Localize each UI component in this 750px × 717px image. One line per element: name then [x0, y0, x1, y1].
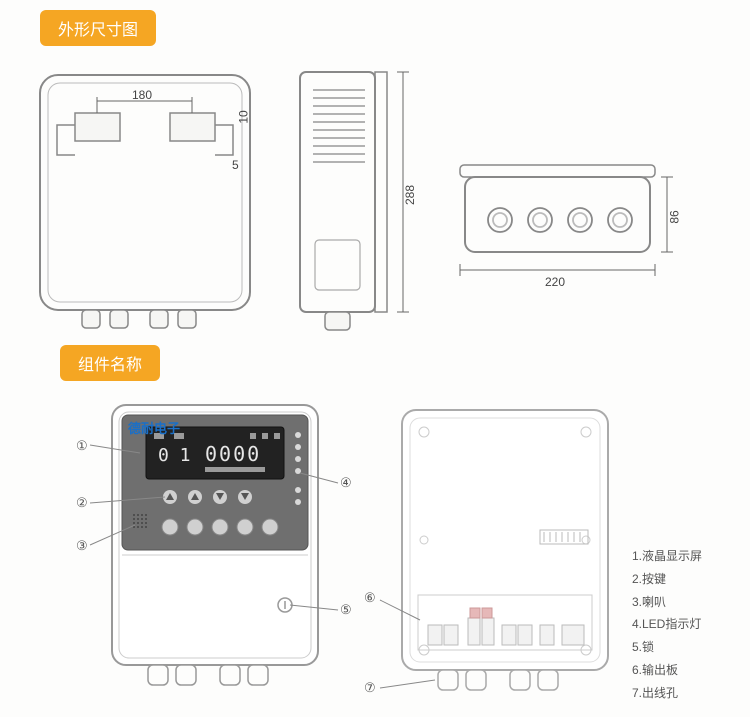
- section-header-components: 组件名称: [60, 345, 160, 381]
- legend-item-5: 5.锁: [632, 636, 702, 659]
- dim-5: 5: [232, 158, 239, 172]
- dim-288: 288: [403, 185, 417, 205]
- callout-1: ①: [76, 438, 88, 454]
- callout-3: ③: [76, 538, 88, 554]
- callout-lines-left: [70, 395, 360, 695]
- dim-10: 10: [237, 110, 251, 123]
- bottom-view-drawing: [445, 145, 690, 295]
- legend-item-7: 7.出线孔: [632, 682, 702, 705]
- callout-6: ⑥: [364, 590, 376, 606]
- legend-item-6: 6.输出板: [632, 659, 702, 682]
- legend-list: 1.液晶显示屏 2.按键 3.喇叭 4.LED指示灯 5.锁 6.输出板 7.出…: [632, 545, 702, 705]
- legend-item-2: 2.按键: [632, 568, 702, 591]
- callout-5: ⑤: [340, 602, 352, 618]
- section-header-dimensions: 外形尺寸图: [40, 10, 156, 46]
- dim-180: 180: [132, 88, 152, 102]
- legend-item-4: 4.LED指示灯: [632, 613, 702, 636]
- side-view-drawing: [285, 60, 415, 335]
- callout-2: ②: [76, 495, 88, 511]
- dim-220: 220: [545, 275, 565, 289]
- legend-item-3: 3.喇叭: [632, 591, 702, 614]
- legend-item-1: 1.液晶显示屏: [632, 545, 702, 568]
- callout-7: ⑦: [364, 680, 376, 696]
- callout-lines-right: [360, 400, 630, 710]
- callout-4: ④: [340, 475, 352, 491]
- dim-86: 86: [668, 210, 682, 223]
